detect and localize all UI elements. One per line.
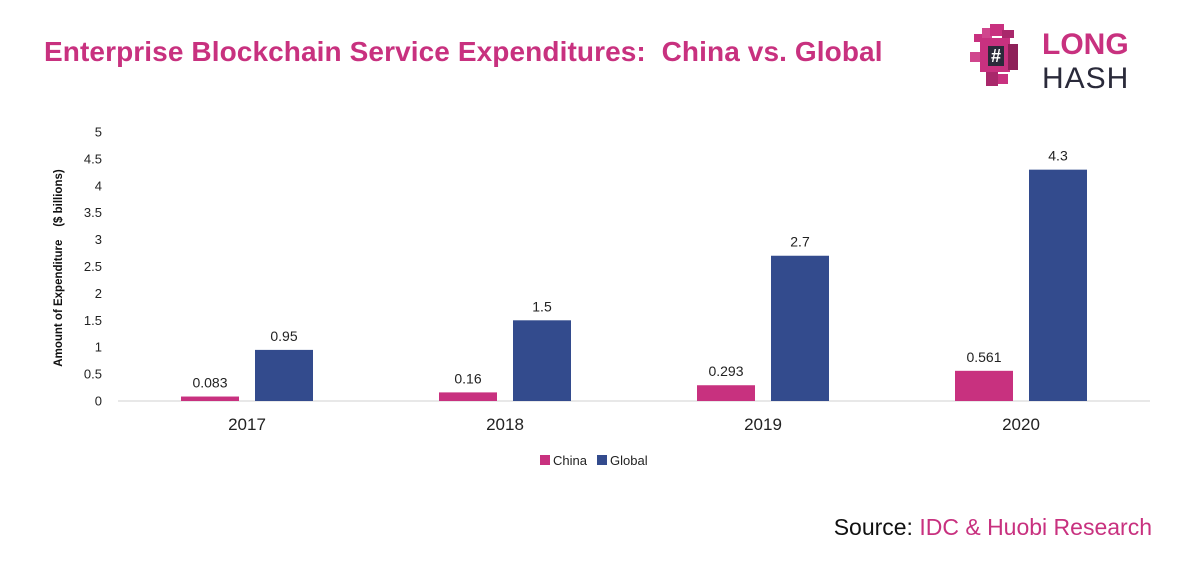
bar-china-2020 [955,370,1013,401]
legend-label-global: Global [610,453,648,468]
y-tick-label: 1 [95,340,102,355]
chart-title: Enterprise Blockchain Service Expenditur… [44,36,883,67]
data-label: 0.293 [708,363,743,379]
bar-global-2020 [1029,169,1087,401]
x-tick-label: 2019 [744,415,782,434]
data-label: 0.083 [192,375,227,391]
data-label: 0.561 [966,349,1001,365]
bar-china-2017 [181,396,239,401]
y-tick-label: 5 [95,125,102,140]
pixel-dinosaur-hash-icon: # [970,24,1018,86]
logo-line2: HASH [1042,62,1129,95]
legend-swatch-global [597,455,607,465]
source-value: IDC & Huobi Research [919,514,1152,540]
source-note: Source: IDC & Huobi Research [834,514,1152,541]
data-label: 4.3 [1048,148,1068,164]
legend-label-china: China [553,453,588,468]
data-label: 1.5 [532,298,552,314]
x-tick-label: 2017 [228,415,266,434]
logo-line1: LONG [1042,28,1129,61]
source-label: Source: [833,514,913,540]
x-tick-label: 2018 [486,415,524,434]
y-tick-label: 2 [95,286,102,301]
y-tick-label: 0 [95,394,102,409]
y-tick-label: 4.5 [84,151,102,166]
data-label: 0.95 [270,328,297,344]
bar-china-2019 [697,385,755,401]
y-axis-label: Amount of Expenditure ($ billions) [53,169,65,367]
y-tick-label: 0.5 [84,367,102,382]
legend: China Global [540,453,648,468]
data-label: 2.7 [790,234,810,250]
longhash-logo: # LONG HASH [970,24,1129,95]
y-tick-label: 2.5 [84,259,102,274]
bar-global-2017 [255,349,313,401]
y-tick-label: 1.5 [84,313,102,328]
data-label: 0.16 [454,370,481,386]
legend-swatch-china [540,455,550,465]
bar-china-2018 [439,392,497,401]
x-tick-label: 2020 [1002,415,1040,434]
y-tick-label: 3 [95,232,102,247]
y-tick-label: 3.5 [84,205,102,220]
bar-global-2018 [513,320,571,401]
svg-text:#: # [991,46,1001,66]
y-tick-label: 4 [95,178,102,193]
bar-global-2019 [771,255,829,401]
